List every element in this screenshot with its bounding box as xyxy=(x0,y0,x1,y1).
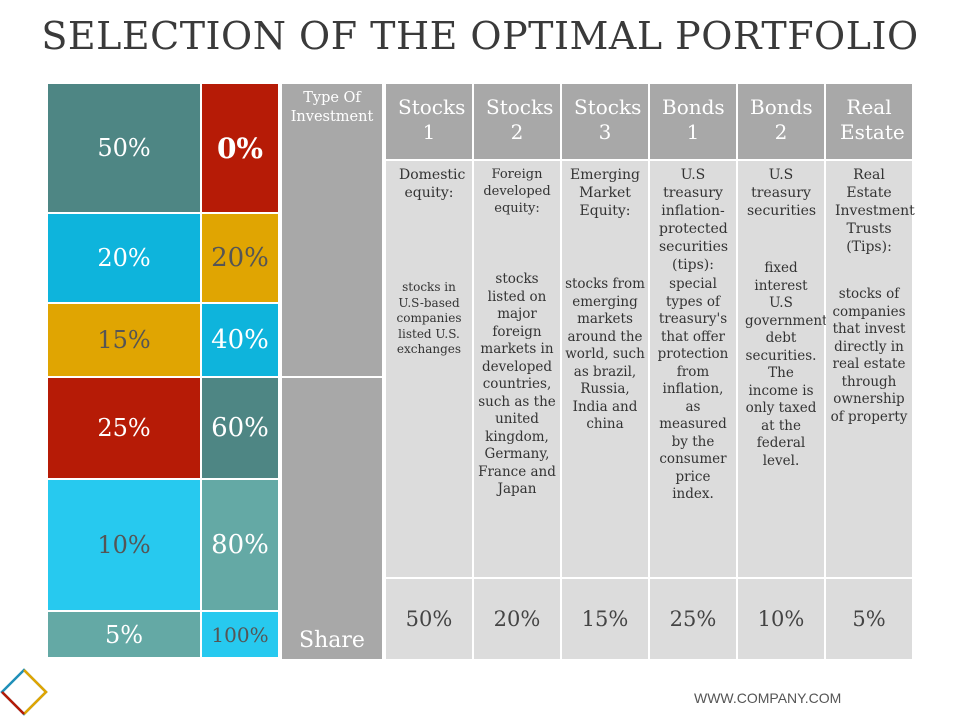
desc-cell-stocks-3: Emerging Market Equity: stocks from emer… xyxy=(562,161,650,579)
right-cell-2: 20% xyxy=(202,214,280,304)
desc-cell-bonds-1: U.S treasury inflation-protected securit… xyxy=(650,161,738,579)
desc-cell-stocks-1: Domestic equity: stocks in U.S-based com… xyxy=(386,161,474,579)
header-stocks-2: Stocks 2 xyxy=(474,84,562,161)
left-cell-4: 25% xyxy=(48,378,202,480)
desc-cell-real-estate: Real Estate Investment Trusts (Tips): st… xyxy=(826,161,915,579)
left-cell-2: 20% xyxy=(48,214,202,304)
left-cell-6: 5% xyxy=(48,612,202,659)
header-stocks-1: Stocks 1 xyxy=(386,84,474,161)
desc-lead: Real Estate Investment Trusts (Tips): xyxy=(835,167,915,255)
left-cell-3: 15% xyxy=(48,304,202,378)
desc-text: special types of treasury's that offer p… xyxy=(657,276,729,502)
footer-url: WWW.COMPANY.COM xyxy=(694,690,842,706)
header-bonds-2: Bonds 2 xyxy=(738,84,826,161)
right-cell-6: 100% xyxy=(202,612,280,659)
desc-lead: Domestic equity: xyxy=(399,167,466,201)
right-cell-1: 0% xyxy=(202,84,280,214)
desc-cell-stocks-2: Foreign developed equity: stocks listed … xyxy=(474,161,562,579)
left-cell-1: 50% xyxy=(48,84,202,214)
share-stocks-3: 15% xyxy=(562,579,650,659)
desc-lead: Emerging Market Equity: xyxy=(570,167,640,219)
desc-cell-bonds-2: U.S treasury securities fixed interest U… xyxy=(738,161,828,579)
page-title: SELECTION OF THE OPTIMAL PORTFOLIO xyxy=(41,14,919,58)
desc-lead: U.S treasury securities xyxy=(747,167,817,219)
desc-lead: U.S treasury inflation-protected securit… xyxy=(659,167,729,273)
share-stocks-1: 50% xyxy=(386,579,474,659)
type-label-cell: Type Of Investment xyxy=(282,84,384,378)
share-real-estate: 5% xyxy=(826,579,914,659)
share-label-cell: Share xyxy=(282,378,384,659)
desc-text: stocks in U.S-based companies listed U.S… xyxy=(396,280,462,356)
left-cell-5: 10% xyxy=(48,480,202,612)
right-cell-4: 60% xyxy=(202,378,280,480)
header-stocks-3: Stocks 3 xyxy=(562,84,650,161)
share-bonds-2: 10% xyxy=(738,579,826,659)
diamond-logo-icon xyxy=(0,668,48,716)
right-cell-5: 80% xyxy=(202,480,280,612)
type-of-investment-label: Type Of Investment xyxy=(290,90,374,125)
header-real-estate: Real Estate xyxy=(826,84,914,161)
header-bonds-1: Bonds 1 xyxy=(650,84,738,161)
share-bonds-1: 25% xyxy=(650,579,738,659)
desc-text: stocks of companies that invest directly… xyxy=(830,286,908,425)
right-cell-3: 40% xyxy=(202,304,280,378)
desc-lead: Foreign developed equity: xyxy=(483,167,551,216)
share-label: Share xyxy=(299,628,365,653)
share-stocks-2: 20% xyxy=(474,579,562,659)
desc-text: fixed interest U.S government debt secur… xyxy=(745,260,828,469)
desc-text: stocks from emerging markets around the … xyxy=(565,276,645,432)
desc-text: stocks listed on major foreign markets i… xyxy=(478,271,556,497)
